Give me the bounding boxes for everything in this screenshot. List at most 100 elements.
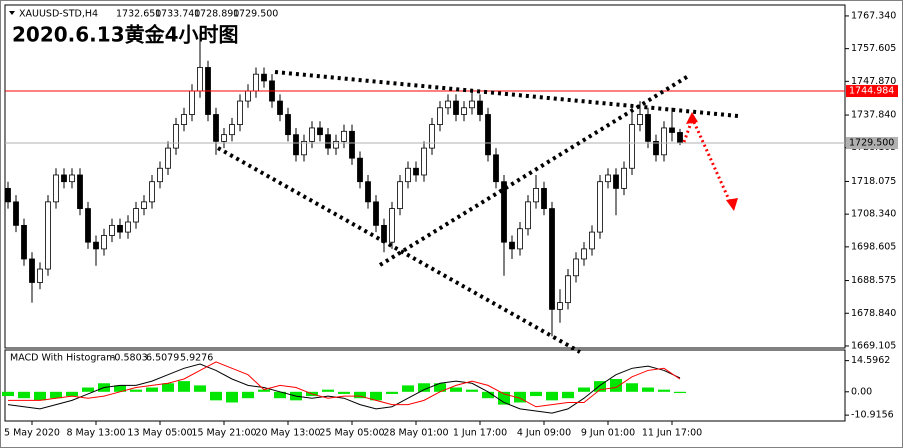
candle-body: [501, 181, 507, 243]
candle-body: [141, 201, 147, 209]
macd-histogram-bar: [18, 391, 30, 399]
header-open: 1732.650: [116, 9, 161, 20]
forecast-arrows: [682, 119, 732, 203]
macd-histogram-bar: [146, 387, 158, 392]
candle-body: [541, 188, 547, 209]
candle-body: [197, 67, 203, 92]
y-tick-label: 1767.340: [851, 10, 896, 21]
candle-body: [629, 124, 635, 169]
candle-body: [461, 107, 467, 115]
x-tick-label: 15 May 21:00: [191, 428, 256, 439]
x-tick-label: 25 May 05:00: [319, 428, 384, 439]
macd-macd-line: [7, 363, 681, 414]
macd-histogram-bar: [418, 383, 430, 392]
macd-value: -0.5803: [111, 353, 148, 364]
macd-signal-line: [8, 361, 681, 408]
y-tick-label: 1669.105: [851, 340, 896, 351]
candle-body: [37, 268, 43, 283]
x-tick-label: 5 May 2020: [4, 428, 60, 439]
candle-body: [61, 174, 67, 183]
candle-body: [13, 201, 19, 226]
candle-body: [493, 154, 499, 183]
candle-body: [29, 258, 35, 283]
macd-histogram-bar: [562, 391, 574, 399]
candle-body: [373, 201, 379, 226]
candle-body: [237, 100, 243, 125]
trend-line: [378, 73, 692, 267]
candle-body: [533, 188, 539, 203]
macd-y-tick-label: 14.5962: [851, 355, 890, 366]
candle-body: [525, 201, 531, 230]
candle-body: [309, 127, 315, 142]
candle-body: [277, 100, 283, 115]
candle-body: [125, 221, 131, 233]
candle-body: [597, 181, 603, 233]
candle-body: [605, 174, 611, 183]
arrow-head: [726, 198, 738, 211]
macd-value: 5.9276: [180, 353, 213, 364]
candle-body: [589, 231, 595, 250]
macd-histogram-bar: [178, 381, 190, 392]
candle-body: [557, 302, 563, 310]
candle-body: [173, 124, 179, 149]
candle-body: [293, 134, 299, 156]
macd-label: MACD With Histogram: [10, 353, 115, 364]
macd-histogram-bar: [194, 385, 206, 392]
macd-y-tick-label: 0.00: [851, 386, 872, 397]
candle-body: [581, 248, 587, 260]
x-tick-label: 1 Jun 17:00: [453, 428, 507, 439]
candle-body: [621, 167, 627, 189]
candle-body: [653, 140, 659, 156]
trend-line: [274, 70, 739, 118]
macd-histogram-bar: [466, 389, 478, 392]
macd-histogram-bar: [658, 389, 670, 392]
macd-histogram-bar: [594, 381, 606, 392]
candle-body: [397, 181, 403, 209]
candle-body: [677, 132, 683, 144]
candle-body: [109, 224, 115, 236]
candle-body: [661, 127, 667, 156]
macd-histogram-bar: [674, 391, 686, 394]
y-tick-label: 1688.575: [851, 275, 896, 286]
candle-body: [53, 174, 59, 203]
trend-lines: [217, 70, 739, 354]
price-label: 1729.500: [849, 138, 894, 149]
candle-body: [317, 127, 323, 136]
y-tick-label: 1678.840: [851, 308, 896, 319]
candle-body: [21, 224, 27, 260]
macd-histogram-bar: [370, 391, 382, 401]
candle-body: [341, 130, 347, 142]
arrow-up: [682, 119, 694, 143]
macd-histogram-bar: [226, 391, 238, 403]
candle-body: [365, 181, 371, 203]
candle-body: [149, 181, 155, 203]
candle-body: [389, 208, 395, 243]
candle-body: [669, 127, 675, 133]
candle-body: [509, 241, 515, 250]
candle-body: [285, 114, 291, 136]
candle-body: [229, 124, 235, 136]
candle-body: [453, 100, 459, 115]
macd-y-tick-label: -10.9156: [851, 410, 894, 421]
x-tick-label: 13 May 05:00: [127, 428, 192, 439]
macd-histogram-bar: [434, 383, 446, 392]
candle-body: [101, 235, 107, 250]
price-label-box: [846, 85, 898, 98]
macd-histogram-bar: [34, 391, 46, 401]
x-tick-label: 20 May 13:00: [255, 428, 320, 439]
x-tick-label: 11 Jun 17:00: [642, 428, 702, 439]
macd-histogram-bar: [82, 387, 94, 392]
x-tick-label: 4 Jun 09:00: [517, 428, 571, 439]
candle-body: [117, 224, 123, 233]
candle-body: [301, 140, 307, 156]
header-low: 1728.890: [194, 9, 239, 20]
x-tick-label: 8 May 13:00: [66, 428, 125, 439]
macd-value: 6.5079: [146, 353, 179, 364]
macd-histogram-bar: [322, 389, 334, 392]
candle-body: [405, 167, 411, 183]
candle-body: [437, 107, 443, 125]
macd-histogram-bar: [626, 383, 638, 392]
macd-pane: [4, 349, 846, 422]
candle-body: [573, 258, 579, 277]
